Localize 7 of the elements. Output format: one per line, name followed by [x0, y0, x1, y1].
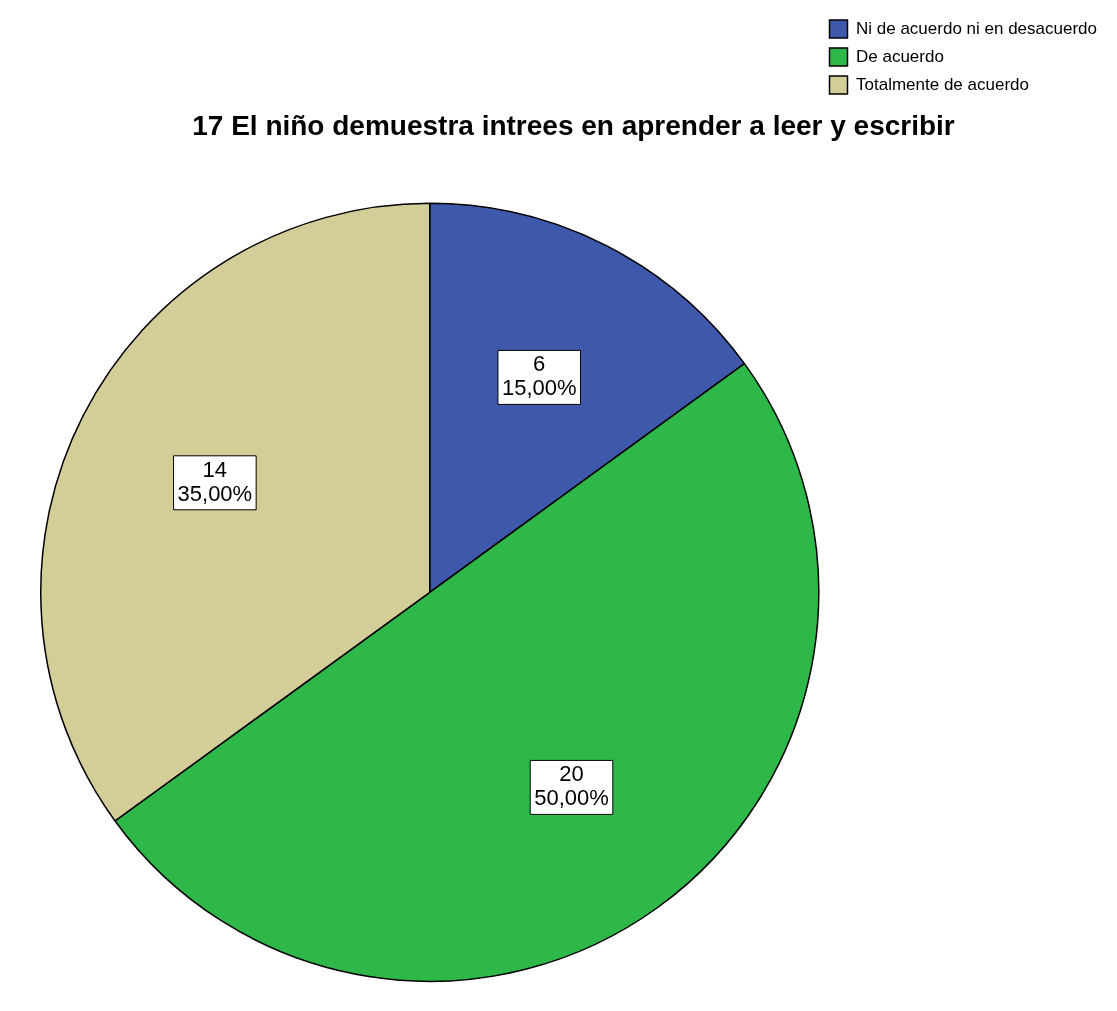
legend-label: De acuerdo	[856, 46, 944, 66]
data-label: 20 50,00%	[534, 761, 609, 811]
legend-label: Totalmente de acuerdo	[856, 74, 1029, 94]
legend-label: Ni de acuerdo ni en desacuerdo	[856, 18, 1097, 38]
data-label: 14 35,00%	[177, 456, 253, 506]
text: 17 El niño demuestra intrees en aprender a leer y escribir	[192, 109, 955, 141]
data-label: 6 15,00%	[501, 351, 577, 401]
